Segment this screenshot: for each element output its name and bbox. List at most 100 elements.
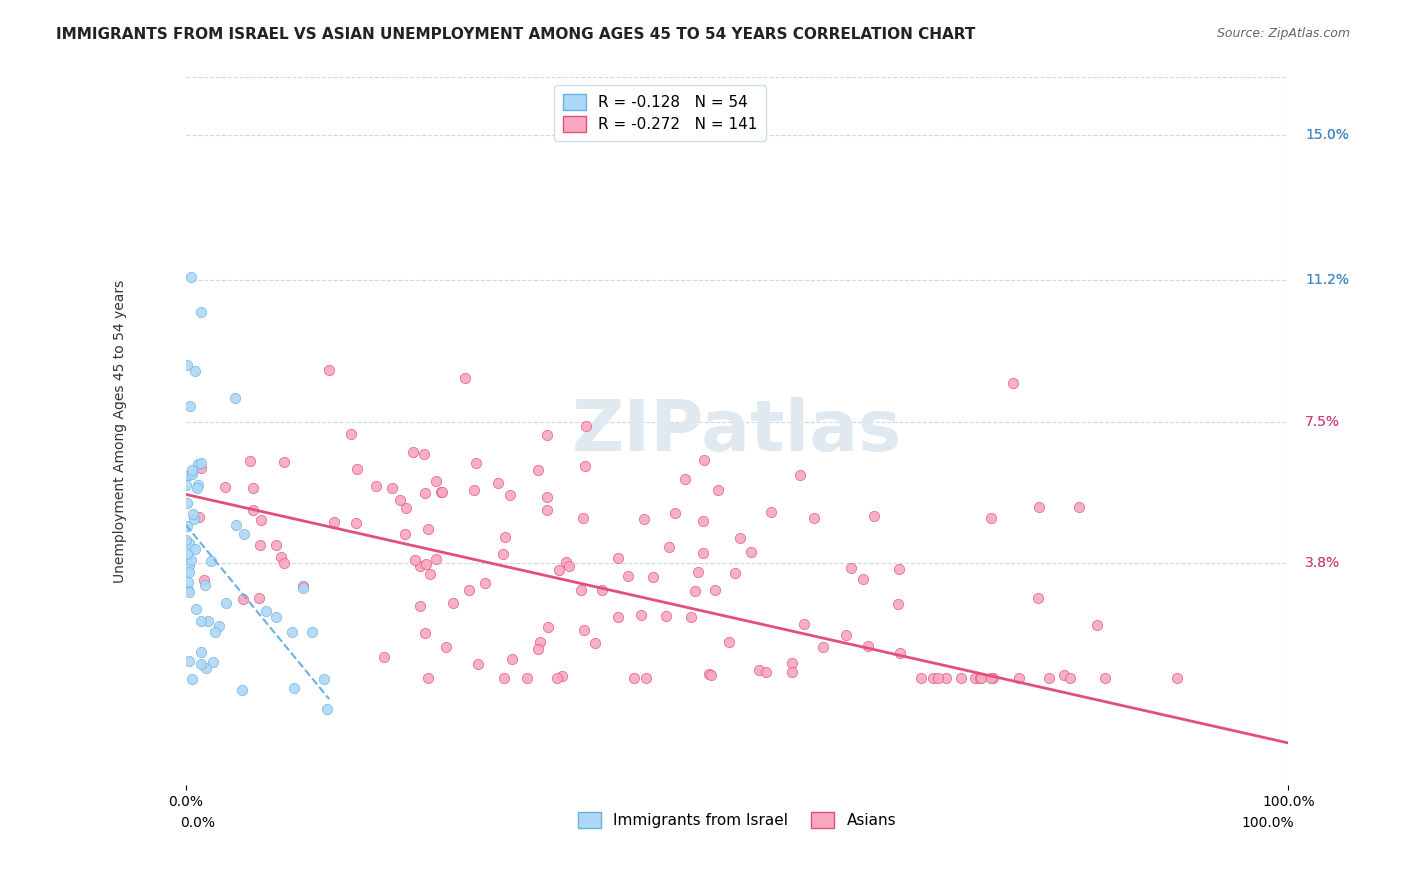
Point (183, 512, 205, 526)
Point (291, 579, 314, 593)
Point (188, 510, 211, 524)
Point (551, 669, 574, 683)
Point (516, 671, 538, 685)
Point (547, 563, 569, 577)
Point (292, 581, 315, 595)
Point (697, 667, 720, 681)
Point (555, 555, 578, 569)
Point (1026, 591, 1049, 605)
Point (177, 585, 200, 599)
Point (623, 671, 645, 685)
Point (177, 574, 200, 589)
Point (1008, 671, 1031, 685)
Point (499, 488, 522, 502)
Point (537, 619, 560, 633)
Point (780, 657, 803, 671)
Point (780, 665, 803, 679)
Point (190, 304, 212, 318)
Point (467, 657, 489, 671)
Point (492, 547, 515, 561)
Point (180, 553, 202, 567)
Point (686, 565, 709, 579)
Text: 15.0%: 15.0% (1305, 128, 1348, 142)
Text: IMMIGRANTS FROM ISRAEL VS ASIAN UNEMPLOYMENT AMONG AGES 45 TO 54 YEARS CORRELATI: IMMIGRANTS FROM ISRAEL VS ASIAN UNEMPLOY… (56, 27, 976, 42)
Point (1085, 617, 1108, 632)
Point (415, 557, 437, 571)
Point (813, 640, 835, 654)
Point (536, 428, 558, 442)
Point (571, 511, 593, 525)
Point (270, 550, 292, 565)
Point (318, 363, 340, 377)
Point (239, 454, 262, 468)
Point (1094, 671, 1116, 685)
Point (501, 652, 523, 666)
Point (630, 607, 652, 622)
Point (204, 625, 226, 640)
Point (176, 358, 198, 372)
Point (464, 456, 486, 470)
Point (852, 572, 875, 586)
Point (413, 485, 436, 500)
Point (634, 671, 657, 685)
Point (254, 603, 277, 617)
Point (607, 609, 630, 624)
Point (748, 663, 770, 677)
Point (789, 467, 811, 482)
Point (858, 639, 880, 653)
Point (247, 591, 270, 606)
Point (1059, 671, 1081, 685)
Point (474, 576, 496, 591)
Point (1067, 500, 1090, 514)
Text: 3.8%: 3.8% (1305, 557, 1340, 570)
Point (887, 598, 910, 612)
Point (574, 459, 596, 474)
Text: 3.8%: 3.8% (1305, 557, 1340, 570)
Point (673, 472, 696, 486)
Point (242, 503, 264, 517)
Point (177, 468, 200, 483)
Point (344, 516, 367, 530)
Point (419, 566, 441, 581)
Point (921, 671, 943, 685)
Point (176, 533, 198, 548)
Point (683, 583, 706, 598)
Point (200, 554, 222, 568)
Point (176, 547, 198, 561)
Point (693, 453, 716, 467)
Point (187, 457, 209, 471)
Point (430, 485, 453, 500)
Point (184, 541, 207, 556)
Point (970, 671, 993, 685)
Point (401, 444, 423, 458)
Point (177, 582, 200, 597)
Point (264, 538, 287, 552)
Point (536, 490, 558, 504)
Point (434, 640, 457, 654)
Point (707, 483, 730, 497)
Point (177, 558, 200, 573)
Point (969, 671, 991, 685)
Point (558, 558, 581, 573)
Text: ZIPatlas: ZIPatlas (572, 397, 903, 466)
Point (273, 556, 295, 570)
Point (703, 583, 725, 598)
Point (692, 546, 714, 560)
Point (432, 485, 454, 500)
Text: 7.5%: 7.5% (1305, 415, 1340, 429)
Point (208, 619, 231, 633)
Point (412, 447, 434, 461)
Point (643, 570, 665, 584)
Point (1028, 500, 1050, 515)
Text: Unemployment Among Ages 45 to 54 years: Unemployment Among Ages 45 to 54 years (112, 279, 127, 582)
Point (174, 478, 197, 492)
Point (1053, 667, 1076, 681)
Point (190, 615, 212, 629)
Point (723, 566, 745, 580)
Point (536, 502, 558, 516)
Point (425, 474, 447, 488)
Point (457, 582, 479, 597)
Point (190, 460, 212, 475)
Point (759, 505, 782, 519)
Point (283, 681, 305, 696)
